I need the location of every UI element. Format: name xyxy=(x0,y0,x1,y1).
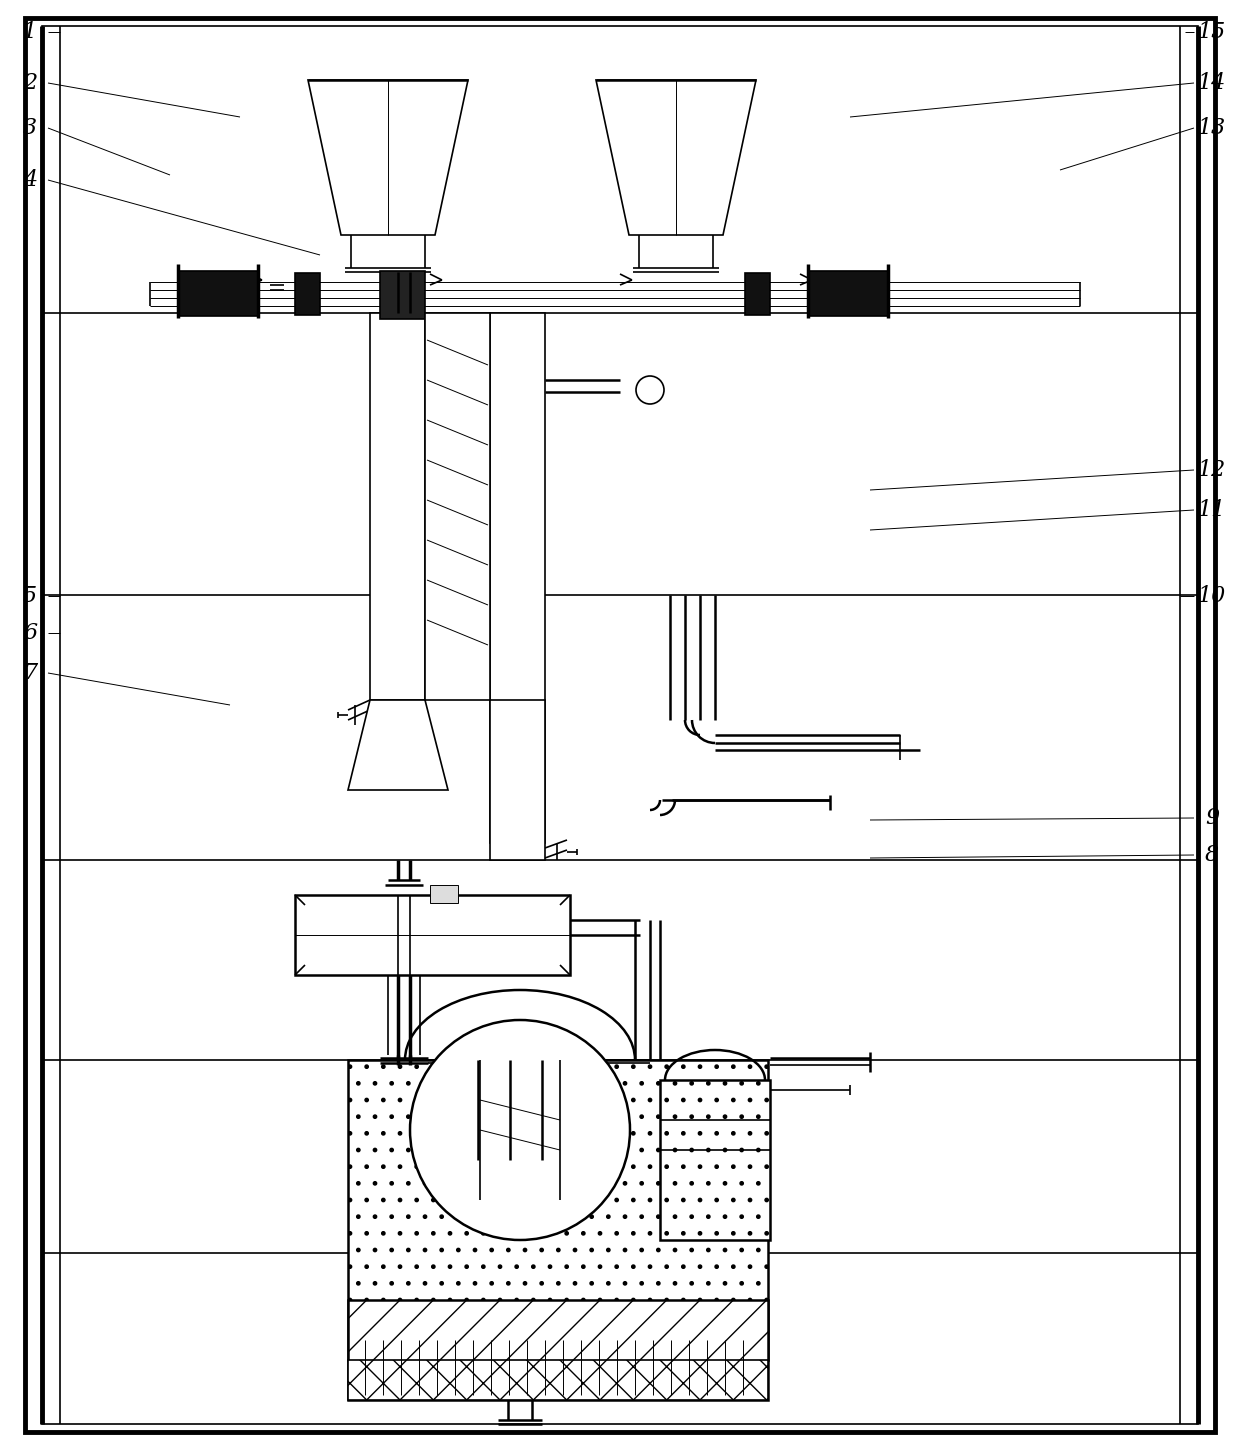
Text: 5: 5 xyxy=(22,584,37,608)
Bar xyxy=(745,273,770,315)
Bar xyxy=(808,271,888,316)
Text: 9: 9 xyxy=(1205,808,1219,829)
Bar xyxy=(179,271,258,316)
Bar xyxy=(379,271,425,319)
Bar xyxy=(348,1360,768,1401)
Circle shape xyxy=(410,1019,630,1240)
Text: 4: 4 xyxy=(22,170,37,191)
Bar xyxy=(348,1301,768,1401)
Text: 3: 3 xyxy=(22,117,37,139)
Text: 1: 1 xyxy=(22,20,37,44)
Bar xyxy=(295,273,320,315)
Text: 8: 8 xyxy=(1205,844,1219,866)
Bar xyxy=(348,1060,768,1360)
Text: 2: 2 xyxy=(22,72,37,94)
Bar xyxy=(490,700,546,860)
Bar xyxy=(425,313,490,700)
Bar xyxy=(295,895,570,974)
Text: 15: 15 xyxy=(1198,20,1226,44)
Text: 6: 6 xyxy=(22,622,37,644)
Text: 13: 13 xyxy=(1198,117,1226,139)
Text: 12: 12 xyxy=(1198,460,1226,481)
Text: 7: 7 xyxy=(22,663,37,684)
Bar xyxy=(490,313,546,842)
Text: 14: 14 xyxy=(1198,72,1226,94)
Polygon shape xyxy=(348,700,448,790)
Bar xyxy=(430,884,458,903)
Bar xyxy=(660,1080,770,1240)
Text: 10: 10 xyxy=(1198,584,1226,608)
Bar xyxy=(370,313,425,700)
Text: 11: 11 xyxy=(1198,499,1226,521)
